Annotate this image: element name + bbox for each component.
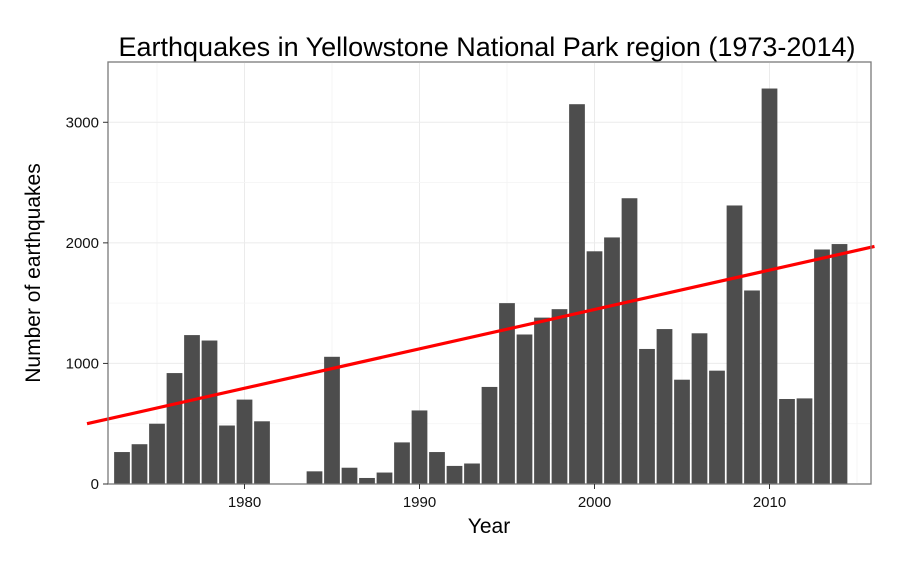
bar (306, 471, 323, 484)
bar (691, 333, 708, 484)
y-tick-label: 2000 (66, 235, 99, 252)
x-tick-label: 1980 (228, 494, 261, 511)
bar (674, 379, 690, 484)
bar (359, 477, 375, 484)
bar (446, 465, 463, 484)
bar (131, 444, 148, 484)
bar (499, 303, 515, 484)
bar (254, 421, 270, 484)
bar (814, 249, 830, 484)
trend-line-group (86, 244, 875, 426)
bar (184, 335, 200, 484)
bar (324, 356, 340, 484)
bar (551, 309, 568, 484)
bar (219, 425, 235, 484)
y-axis-title: Number of earthquakes (22, 163, 45, 382)
bar (114, 452, 130, 484)
x-axis-title: Year (468, 515, 510, 538)
bar (779, 398, 795, 484)
plot-border (107, 61, 872, 485)
bar (166, 373, 183, 484)
bar (586, 251, 603, 484)
bar (744, 290, 760, 484)
y-tick-label: 3000 (66, 114, 99, 131)
bar (464, 463, 480, 484)
bar (604, 237, 620, 484)
y-axis-ticks: 0 1000 2000 3000 (66, 114, 108, 493)
chart-title: Earthquakes in Yellowstone National Park… (119, 32, 856, 62)
bar (481, 386, 498, 484)
x-tick-label: 1990 (403, 494, 436, 511)
bar (394, 442, 410, 484)
bar (726, 205, 743, 485)
x-tick-label: 2010 (753, 494, 786, 511)
bar (411, 410, 428, 484)
bar (709, 370, 725, 484)
bar (621, 198, 638, 484)
x-axis-ticks: 1980 1990 2000 2010 (228, 484, 786, 511)
bar (639, 348, 655, 484)
bar (341, 467, 358, 484)
y-tick-label: 0 (91, 476, 99, 493)
trend-line (86, 244, 875, 426)
bar (831, 244, 848, 484)
bar (201, 340, 218, 484)
bar (796, 398, 813, 484)
bar (534, 317, 550, 484)
bar (429, 452, 445, 484)
bar (149, 423, 165, 484)
bar (761, 88, 778, 485)
bar (376, 472, 393, 484)
bars (114, 88, 848, 485)
bar (236, 399, 253, 484)
bar (569, 104, 585, 484)
y-tick-label: 1000 (66, 355, 99, 372)
bar (656, 329, 673, 484)
bar (516, 334, 533, 484)
x-tick-label: 2000 (578, 494, 611, 511)
